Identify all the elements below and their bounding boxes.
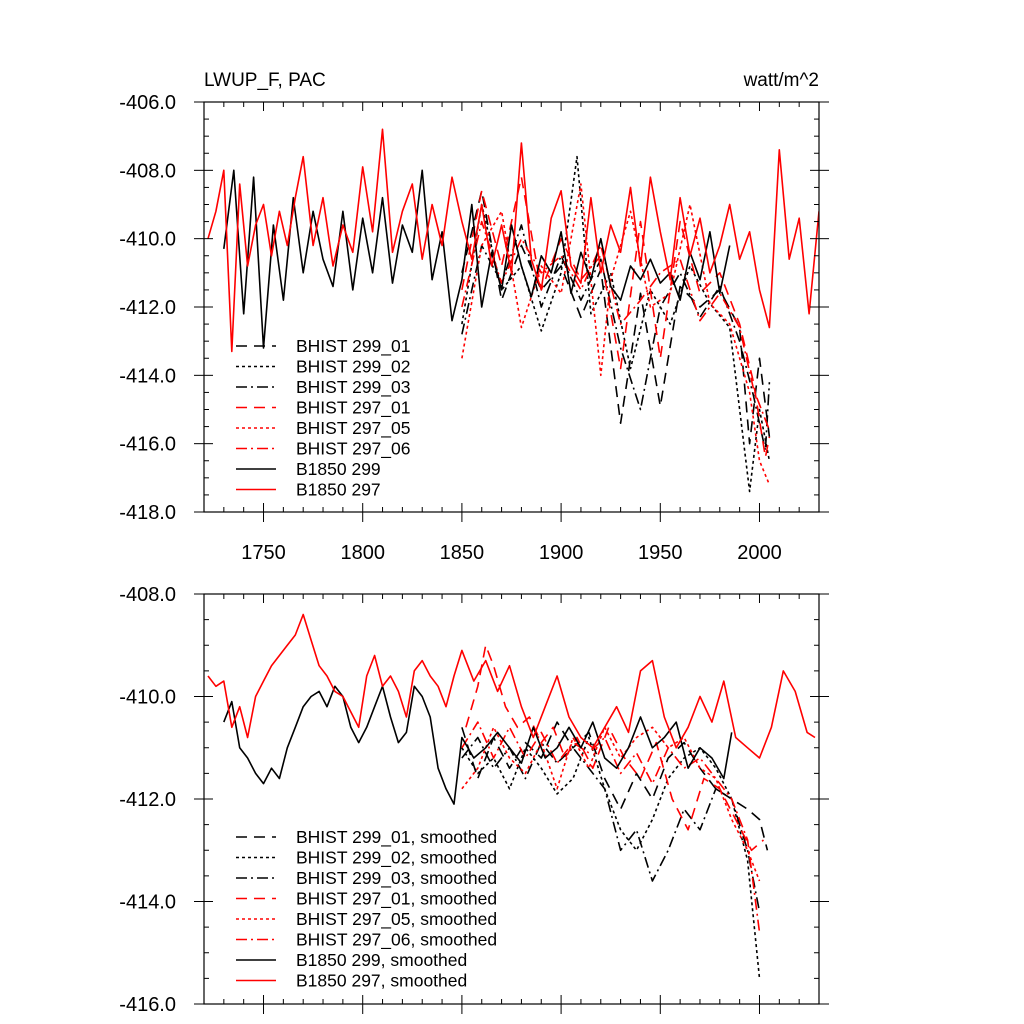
legend-label: B1850 297 xyxy=(296,480,381,500)
x-tick-label: 1900 xyxy=(539,542,584,564)
series-line-5 xyxy=(461,220,771,431)
y-tick-label: -416.0 xyxy=(119,434,176,456)
series-line-4 xyxy=(461,726,761,882)
legend-label: BHIST 299_02 xyxy=(296,357,410,378)
y-tick-label: -416.0 xyxy=(119,994,176,1016)
legend-label: BHIST 299_02, smoothed xyxy=(296,848,497,869)
series-line-1 xyxy=(461,736,761,979)
series-line-6 xyxy=(223,169,731,349)
series-line-3 xyxy=(461,176,771,459)
series-group xyxy=(207,128,819,493)
x-tick-label: 1800 xyxy=(340,542,385,564)
legend-label: BHIST 299_01 xyxy=(296,336,410,357)
series-line-2 xyxy=(461,224,771,452)
y-tick-label: -412.0 xyxy=(119,297,176,319)
series-line-6 xyxy=(223,685,733,805)
legend-label: BHIST 297_01, smoothed xyxy=(296,889,497,910)
series-line-1 xyxy=(461,155,771,493)
y-tick-label: -414.0 xyxy=(119,892,176,914)
y-tick-label: -418.0 xyxy=(119,502,176,524)
y-tick-label: -412.0 xyxy=(119,789,176,811)
series-line-7 xyxy=(207,613,816,759)
series-line-7 xyxy=(207,128,819,353)
y-tick-label: -410.0 xyxy=(119,687,176,709)
x-tick-label: 1750 xyxy=(241,542,286,564)
x-tick-label: 1950 xyxy=(638,542,683,564)
series-line-3 xyxy=(465,644,765,852)
series-line-5 xyxy=(461,721,761,933)
legend-label: BHIST 297_06 xyxy=(296,439,410,460)
legend-label: BHIST 297_05 xyxy=(296,418,410,439)
legend-label: BHIST 299_03, smoothed xyxy=(296,868,497,889)
y-tick-label: -408.0 xyxy=(119,584,176,606)
series-line-0 xyxy=(461,721,769,851)
y-tick-label: -414.0 xyxy=(119,365,176,387)
legend-label: BHIST 299_01, smoothed xyxy=(296,827,497,848)
legend-label: BHIST 299_03 xyxy=(296,377,410,398)
series-line-4 xyxy=(461,183,771,486)
chart-title: LWUP_F, PAC xyxy=(204,70,326,91)
legend-label: BHIST 297_01 xyxy=(296,398,410,419)
y-tick-label: -408.0 xyxy=(119,160,176,182)
legend-label: B1850 299, smoothed xyxy=(296,950,467,970)
legend-label: BHIST 297_06, smoothed xyxy=(296,930,497,951)
top-panel: 1750 1800 1850 1900 1950 2000 -406.0 -408.0 -410… xyxy=(119,92,829,564)
series-group xyxy=(207,613,816,979)
chart-units: watt/m^2 xyxy=(743,70,819,91)
x-tick-label: 1850 xyxy=(440,542,485,564)
legend-label: BHIST 297_05, smoothed xyxy=(296,909,497,930)
y-tick-label: -410.0 xyxy=(119,229,176,251)
bottom-panel: -408.0 -410.0 -412.0 -414.0 -416.0 BHIST 299_… xyxy=(119,584,829,1016)
legend-label: B1850 297, smoothed xyxy=(296,971,467,991)
x-tick-label: 2000 xyxy=(737,542,782,564)
series-line-2 xyxy=(461,736,761,912)
legend-label: B1850 299 xyxy=(296,459,381,479)
y-tick-label: -406.0 xyxy=(119,92,176,114)
